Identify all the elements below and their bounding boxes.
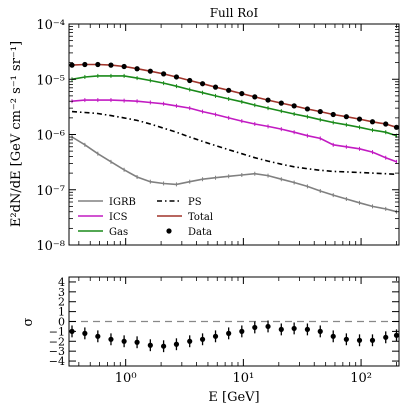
x-tick-label: 10⁰ [115,371,137,386]
residual-point [187,338,193,344]
data-point [356,116,363,122]
x-axis-label: E [GeV] [208,390,259,405]
residual-point [121,338,127,344]
residual-point [160,343,167,349]
series-line-igrb [71,136,397,213]
residual-point [147,342,153,348]
data-point [226,87,232,93]
residual-point [369,337,376,343]
residual-point [239,328,245,334]
data-point [239,90,245,97]
residual-point [226,330,232,336]
data-point [330,111,336,118]
data-point [317,108,323,115]
residual-y-tick-label: 1 [58,306,65,319]
residual-y-tick-label: 4 [58,276,65,289]
main-plot-area [69,61,400,214]
residual-point [343,336,349,342]
data-point [291,103,297,109]
residual-point [393,332,400,338]
data-point [252,94,258,100]
chart-title: Full RoI [210,6,259,20]
residual-point [317,328,323,334]
residual-y-tick-label: 3 [58,286,65,299]
residual-point [199,336,206,342]
data-point [393,124,400,130]
y-tick-label: 10⁻⁷ [36,184,65,199]
residual-point [173,341,180,347]
data-point [343,114,349,120]
residual-point [291,325,297,332]
residual-point [330,333,336,339]
legend-label-total: Total [188,212,213,223]
data-point [278,100,284,106]
series-line-ics [71,99,397,163]
residual-point [383,334,389,340]
data-point [95,61,101,68]
y-axis-label: E²dN/dE [GeV cm⁻² s⁻¹ sr⁻¹] [9,41,24,227]
residual-point [82,330,88,336]
series-line-gas [71,75,397,137]
residual-point [304,326,311,333]
data-point [121,63,127,70]
legend-label-ps: PS [188,197,202,208]
y-tick-label: 10⁻⁵ [36,73,65,88]
residual-point [134,339,140,345]
y-tick-label: 10⁻⁸ [36,239,65,254]
data-point [160,71,167,77]
data-point [383,121,389,127]
x-tick-label: 10¹ [232,371,254,386]
data-point [134,66,140,72]
data-point [369,119,376,125]
data-point [212,84,219,90]
legend-label-ics: ICS [109,212,128,223]
residual-point [278,326,284,333]
residual-y-tick-label: 2 [58,296,65,309]
residual-point [265,323,271,330]
residual-plot-area [69,320,400,353]
data-point [304,106,311,112]
legend-label-gas: Gas [109,227,128,238]
residual-y-tick-label: −2 [49,335,65,348]
data-point [69,62,75,68]
residual-point [252,324,258,331]
y-tick-label: 10⁻⁶ [36,129,65,144]
legend-marker-data [166,228,172,234]
residual-point [212,333,219,339]
x-tick-label: 10² [350,371,372,386]
residual-point [356,337,363,343]
residual-point [108,336,114,342]
residual-y-tick-label: −1 [49,325,65,338]
residual-y-tick-label: −4 [49,355,65,368]
residual-y-axis-label: σ [21,317,36,326]
data-point [82,61,88,68]
legend-label-igrb: IGRB [109,197,136,208]
data-point [187,77,193,84]
data-point [147,68,153,74]
y-tick-label: 10⁻⁴ [36,18,65,33]
data-point [199,81,206,87]
data-point [173,74,180,80]
residual-y-tick-label: −3 [49,345,65,358]
residual-point [95,333,101,339]
legend-label-data: Data [188,227,212,238]
residual-y-tick-label: 0 [58,316,65,329]
data-point [265,97,271,103]
data-point [108,62,114,68]
series-line-ps [71,110,397,176]
